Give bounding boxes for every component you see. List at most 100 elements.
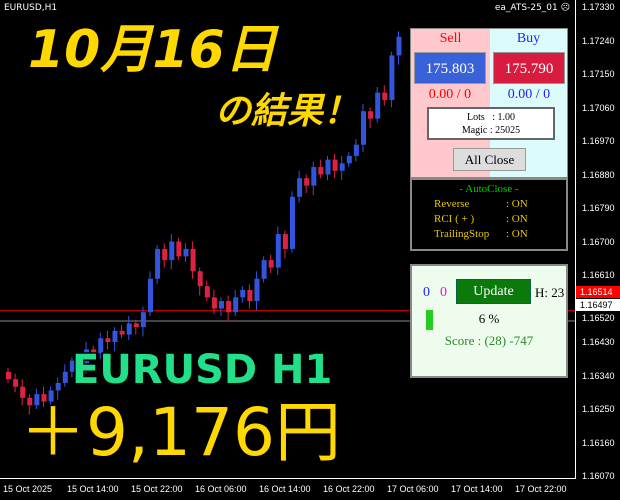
price-tick: 1.16340 [582, 370, 615, 381]
candle-body [140, 312, 146, 328]
candle-body [389, 55, 395, 101]
line-price-label: 1.16514 [576, 286, 620, 298]
candle-body [375, 92, 381, 119]
time-axis-line [0, 478, 576, 479]
score-text: Score : (28) -747 [444, 333, 534, 348]
price-tick: 1.16250 [582, 404, 615, 414]
price-axis-line [575, 0, 576, 478]
candle-body [169, 241, 175, 261]
buy-label: Buy [516, 31, 541, 46]
candle-body [77, 360, 82, 365]
candle-body [190, 248, 196, 272]
candle-body [297, 178, 303, 197]
candle-body [13, 379, 19, 387]
candle-body [55, 382, 61, 391]
result-overlay: の結果！ [213, 91, 360, 132]
price-tick: 1.17060 [582, 102, 615, 113]
price-tick: 1.17240 [582, 35, 615, 46]
candle-body [162, 248, 168, 261]
lots-text: Lots : 1.00 [466, 112, 516, 123]
magic-text: Magic : 25025 [461, 125, 521, 136]
price-tick: 1.16880 [582, 169, 615, 180]
candle-body [27, 397, 33, 406]
candle-body [69, 360, 75, 372]
candle-body [183, 248, 189, 257]
pair-overlay: EURUSD H1 [70, 347, 333, 393]
candle-body [396, 36, 402, 56]
candle-body [226, 301, 232, 313]
candle-body [361, 111, 366, 145]
price-tick: 1.16610 [582, 270, 615, 280]
candle-body [48, 390, 54, 402]
price-tick: 1.16790 [582, 203, 615, 213]
date-overlay: 10月16日 [27, 20, 279, 80]
sell-button[interactable]: 175.803 [414, 52, 486, 84]
all-close-button[interactable]: All Close [453, 148, 526, 171]
time-tick: 16 Oct 06:00 [195, 484, 247, 494]
candle-body [219, 301, 224, 309]
candle-body [91, 349, 97, 354]
candle-body [240, 289, 246, 298]
count-magenta: 0 [440, 285, 447, 300]
price-tick: 1.17150 [582, 69, 615, 79]
time-tick: 15 Oct 22:00 [131, 484, 183, 494]
update-panel: 0 0 Update H: 23 6 % Score : (28) -747 [410, 264, 568, 378]
candle-body [211, 297, 217, 309]
candle-body [6, 371, 11, 380]
time-tick: 16 Oct 22:00 [323, 484, 375, 494]
candle-body [339, 163, 345, 171]
row-value: : ON [506, 213, 528, 225]
candle-body [62, 371, 68, 383]
row-key: TrailingStop [434, 228, 490, 240]
candle-body [197, 271, 203, 287]
time-tick: 15 Oct 14:00 [67, 484, 119, 494]
symbol-label: EURUSD,H1 [4, 3, 58, 13]
autoclose-title: - AutoClose - [459, 183, 519, 195]
hour-label: H: 23 [535, 285, 565, 300]
price-chart[interactable] [0, 0, 576, 478]
candle-body [34, 394, 40, 406]
profit-overlay: ＋9,176円 [19, 394, 343, 471]
candle-body [20, 386, 26, 398]
sell-position: 0.00 / 0 [428, 87, 472, 102]
candle-body [84, 349, 90, 365]
candle-body [268, 260, 274, 268]
price-tick: 1.16970 [582, 136, 615, 146]
candle-body [311, 167, 317, 186]
row-value: : ON [506, 198, 528, 210]
row-key: Reverse [434, 198, 470, 210]
autoclose-row: Reverse : ON [434, 197, 566, 212]
candle-body [247, 289, 253, 302]
price-tick: 1.16070 [582, 471, 615, 481]
progress-text: 6 % [478, 311, 500, 326]
candle-body [353, 144, 359, 156]
candle-body [304, 178, 310, 186]
autoclose-row: RCI ( + ) : ON [434, 212, 566, 227]
autoclose-panel: - AutoClose - Reverse: ON RCI ( + ): ON … [410, 178, 568, 251]
price-tick: 1.16520 [582, 313, 615, 323]
candle-body [105, 338, 111, 342]
candle-body [318, 167, 324, 175]
candle-body [382, 92, 388, 101]
price-tick: 1.16700 [582, 236, 615, 247]
autoclose-row: TrailingStop : ON [434, 227, 566, 242]
candle-body [176, 241, 182, 257]
buy-button[interactable]: 175.790 [492, 52, 565, 84]
row-value: : ON [506, 228, 528, 240]
update-button[interactable]: Update [456, 279, 531, 304]
candle-body [119, 330, 125, 335]
buy-position: 0.00 / 0 [507, 87, 551, 102]
price-tick: 1.16430 [582, 337, 615, 347]
time-tick: 17 Oct 06:00 [387, 484, 439, 494]
candle-body [325, 159, 331, 175]
row-key: RCI ( + ) [434, 213, 475, 225]
time-tick: 17 Oct 14:00 [451, 484, 503, 494]
price-tick: 1.16160 [582, 437, 615, 448]
time-tick: 15 Oct 2025 [3, 484, 53, 494]
bid-price-label: 1.16497 [576, 299, 620, 311]
candle-body [133, 323, 139, 328]
candle-body [112, 330, 118, 342]
candle-body [254, 278, 260, 302]
time-tick: 16 Oct 14:00 [259, 484, 311, 494]
lots-magic-box: Lots : 1.00 Magic : 25025 [427, 107, 555, 140]
